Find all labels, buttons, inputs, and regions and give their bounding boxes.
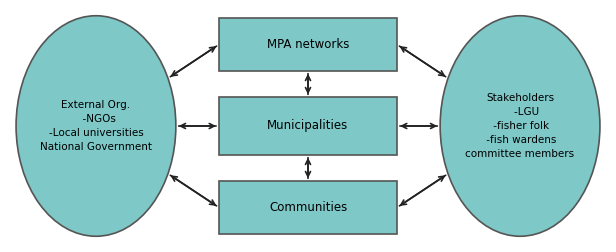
Bar xyxy=(219,18,397,71)
Text: Communities: Communities xyxy=(269,201,347,214)
Text: Municipalities: Municipalities xyxy=(267,119,349,133)
Text: Stakeholders
    -LGU
 -fisher folk
 -fish wardens
committee members: Stakeholders -LGU -fisher folk -fish war… xyxy=(466,93,575,159)
Text: MPA networks: MPA networks xyxy=(267,38,349,51)
Text: External Org.
  -NGOs
-Local universities
National Government: External Org. -NGOs -Local universities … xyxy=(40,100,152,152)
Bar xyxy=(219,97,397,155)
Bar xyxy=(219,181,397,234)
Ellipse shape xyxy=(16,16,176,236)
Ellipse shape xyxy=(440,16,600,236)
